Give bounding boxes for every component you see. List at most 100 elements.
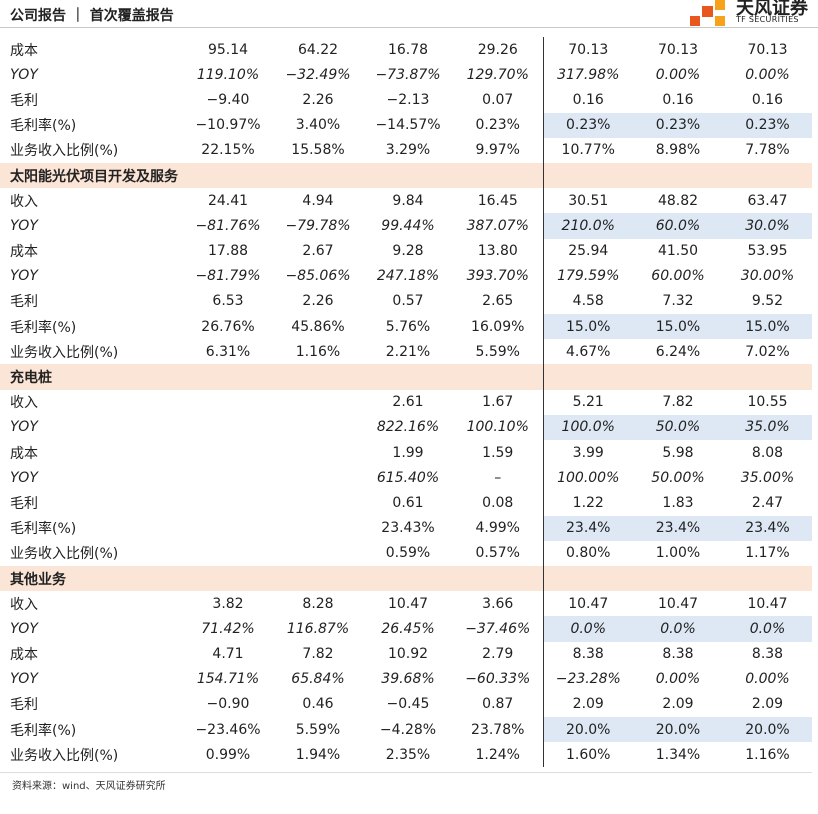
- table-cell: 10.55: [747, 394, 788, 411]
- table-cell: 35.00%: [740, 469, 795, 486]
- section-cell: [633, 565, 723, 592]
- table-cell: 50.0%: [633, 414, 723, 440]
- section-cell: [363, 162, 453, 189]
- report-title: 公司报告 ｜ 首次覆盖报告: [10, 8, 174, 24]
- table-cell: –: [494, 469, 502, 486]
- table-cell: 7.82: [662, 394, 694, 411]
- table-row: YOY 822.16% 100.10% 100.0% 50.0% 35.0%: [0, 414, 812, 440]
- table-row: 毛利率(%) −10.97% 3.40% −14.57% 0.23% 0.23% 0.23%…: [0, 112, 812, 138]
- table-cell: −37.46%: [465, 620, 531, 637]
- table-row: 毛利率(%) −23.46% 5.59% −4.28% 23.78% 20.0% 20.0%…: [0, 717, 812, 743]
- table-cell: 45.86%: [291, 318, 345, 335]
- table-cell: 10.77%: [542, 137, 633, 163]
- table-cell: 99.44%: [381, 217, 435, 234]
- table-cell: 2.09: [662, 696, 694, 713]
- table-cell: 4.58: [542, 288, 633, 315]
- table-cell: 1.99: [392, 444, 424, 461]
- table-cell: [273, 415, 363, 440]
- table-row: YOY −81.76% −79.78% 99.44% 387.07% 210.0% 60.0…: [0, 213, 812, 239]
- table-cell: 100.10%: [466, 419, 529, 436]
- table-cell: 247.18%: [376, 268, 440, 285]
- row-label: YOY: [10, 268, 38, 285]
- table-cell: 9.97%: [475, 142, 520, 159]
- table-cell: 60.00%: [651, 268, 705, 285]
- table-cell: −32.49%: [285, 66, 351, 83]
- table-cell: 0.80%: [542, 540, 633, 566]
- section-cell: [453, 565, 543, 592]
- row-label: YOY: [10, 469, 38, 486]
- table-cell: 5.76%: [385, 318, 431, 335]
- table-cell: 26.45%: [381, 620, 435, 637]
- table-cell: 4.67%: [542, 339, 633, 365]
- table-cell: 7.02%: [745, 343, 790, 360]
- table-cell: 2.09: [751, 696, 784, 713]
- table-cell: 25.94: [542, 238, 633, 264]
- table-cell: [273, 465, 363, 490]
- table-cell: 100.00%: [542, 465, 633, 491]
- table-cell: 1.17%: [745, 545, 790, 562]
- section-cell: [542, 162, 633, 189]
- section-header-row: 太阳能光伏项目开发及服务: [0, 162, 812, 189]
- table-cell: 15.58%: [291, 142, 345, 159]
- table-cell: [183, 390, 273, 415]
- table-cell: 2.67: [302, 243, 334, 260]
- table-cell: 0.00%: [655, 66, 701, 83]
- table-cell: 5.21: [542, 389, 633, 415]
- row-label: 毛利率(%): [10, 319, 77, 336]
- table-row: 收入 2.61 1.67 5.21 7.82 10.55: [0, 389, 812, 415]
- table-row: YOY 154.71% 65.84% 39.68% −60.33% −23.28% 0.00…: [0, 666, 812, 692]
- table-cell: 2.26: [302, 91, 334, 108]
- table-cell: 0.23%: [633, 112, 723, 138]
- table-row: 毛利 −9.40 2.26 −2.13 0.07 0.16 0.16 0.16: [0, 87, 812, 113]
- table-cell: 16.09%: [471, 318, 525, 335]
- table-cell: [183, 465, 273, 490]
- table-cell: 6.53: [212, 293, 244, 310]
- row-label: 收入: [10, 395, 38, 412]
- table-cell: −23.28%: [542, 666, 633, 692]
- table-cell: 3.82: [212, 595, 244, 612]
- table-cell: −0.45: [386, 696, 430, 713]
- table-cell: 393.70%: [466, 268, 529, 285]
- table-cell: 0.0%: [723, 616, 812, 642]
- table-cell: 23.4%: [542, 515, 633, 541]
- table-cell: [273, 490, 363, 515]
- report-header: 公司报告 ｜ 首次覆盖报告 天风证券 TF SECURITIES: [0, 0, 818, 28]
- row-label: 业务收入比例(%): [10, 143, 119, 160]
- table-cell: 9.52: [751, 293, 784, 310]
- table-cell: 26.76%: [201, 318, 255, 335]
- table-cell: 0.00%: [745, 66, 790, 83]
- table-cell: 7.82: [302, 646, 334, 663]
- section-cell: [273, 364, 363, 390]
- row-label: YOY: [10, 671, 38, 688]
- table-cell: 16.78: [387, 41, 429, 58]
- table-cell: 1.94%: [295, 746, 341, 763]
- table-cell: 63.47: [747, 192, 788, 209]
- logo-mark-icon: [690, 0, 725, 26]
- row-label: 成本: [10, 244, 38, 261]
- table-cell: 2.65: [482, 293, 514, 310]
- table-cell: 20.0%: [542, 717, 633, 743]
- table-cell: 35.0%: [723, 414, 812, 440]
- table-cell: −73.87%: [375, 66, 441, 83]
- table-cell: 70.13: [657, 41, 699, 58]
- table-cell: 10.47: [657, 595, 699, 612]
- table-cell: 16.45: [477, 192, 518, 209]
- row-label: YOY: [10, 419, 38, 436]
- table-cell: 0.23%: [723, 112, 812, 138]
- table-cell: 9.28: [392, 243, 424, 260]
- table-cell: 2.47: [751, 494, 784, 511]
- table-cell: 5.59%: [475, 343, 520, 360]
- table-cell: [273, 541, 363, 566]
- row-label: 业务收入比例(%): [10, 546, 119, 563]
- row-label: 毛利: [10, 294, 38, 311]
- table-cell: 317.98%: [542, 62, 633, 88]
- section-title: 充电桩: [0, 364, 183, 390]
- row-label: 成本: [10, 445, 38, 462]
- table-cell: 1.22: [542, 490, 633, 516]
- table-cell: 0.00%: [655, 671, 701, 688]
- table-cell: 70.13: [542, 37, 633, 63]
- row-label: 毛利: [10, 495, 38, 512]
- table-cell: [183, 516, 273, 541]
- table-cell: −14.57%: [375, 117, 441, 134]
- table-cell: −2.13: [386, 91, 430, 108]
